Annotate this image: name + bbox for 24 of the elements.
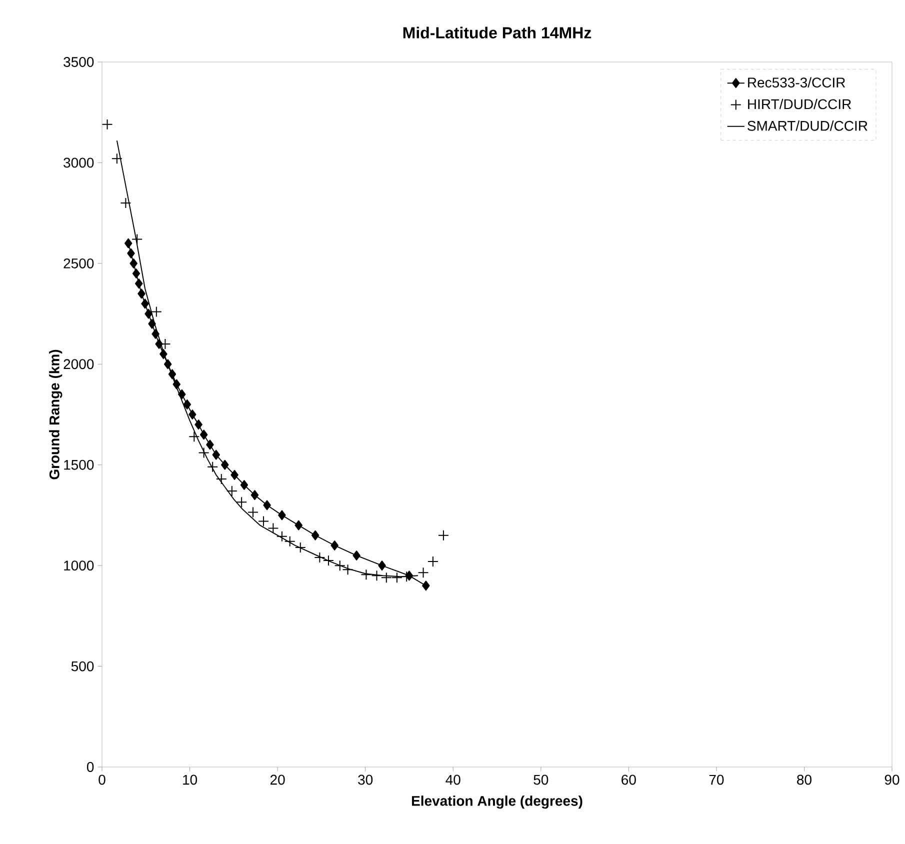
x-tick-label: 80 — [797, 774, 812, 785]
y-tick-label: 500 — [71, 661, 94, 672]
y-tick-label: 2500 — [64, 258, 94, 268]
y-axis-title: Ground Range (km) — [49, 350, 62, 480]
x-tick-label: 30 — [358, 774, 373, 785]
y-tick-label: 3500 — [64, 57, 94, 67]
legend-label: HIRT/DUD/CCIR — [748, 98, 852, 110]
y-tick-label: 2000 — [64, 359, 94, 370]
y-tick-label: 1000 — [64, 560, 94, 571]
legend-label: SMART/DUD/CCIR — [748, 120, 868, 131]
x-tick-label: 90 — [884, 774, 900, 785]
x-tick-label: 10 — [183, 774, 198, 785]
x-tick-label: 20 — [270, 774, 285, 785]
chart-title: Mid-Latitude Path 14MHz — [403, 26, 592, 38]
x-tick-label: 50 — [534, 774, 548, 785]
x-tick-label: 40 — [446, 774, 460, 785]
x-axis-title: Elevation Angle (degrees) — [412, 796, 582, 809]
x-tick-label: 0 — [98, 774, 106, 785]
x-tick-label: 70 — [709, 774, 724, 785]
legend-label: Rec533-3/CCIR — [748, 77, 846, 88]
y-tick-label: 1500 — [64, 460, 94, 470]
y-tick-label: 0 — [86, 762, 94, 772]
y-tick-label: 3000 — [64, 158, 94, 168]
x-tick-label: 60 — [622, 774, 636, 785]
